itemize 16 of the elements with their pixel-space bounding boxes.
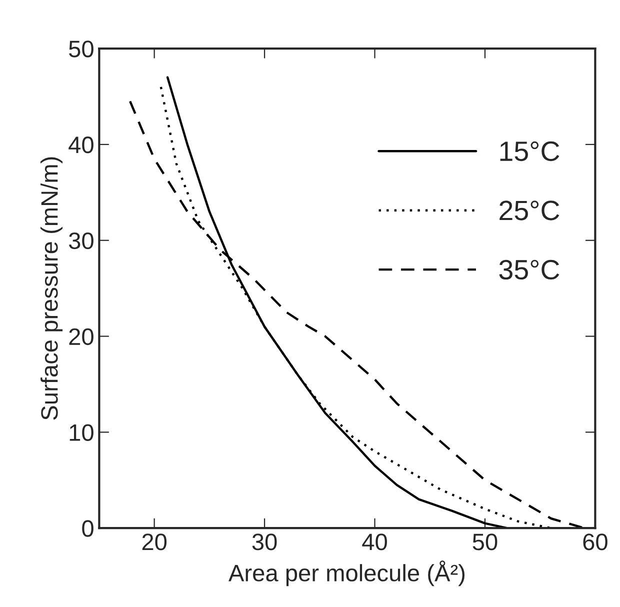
y-tick-label: 10 — [70, 424, 94, 441]
y-tick-label: 0 — [82, 520, 94, 537]
x-tick-label: 60 — [583, 534, 608, 550]
legend-label: 35°C — [499, 260, 560, 280]
y-tick-label: 50 — [69, 40, 94, 58]
y-axis-title: Surface pressure (mN/m) — [40, 157, 63, 420]
y-tick-label: 40 — [68, 136, 94, 154]
legend-label: 25°C — [500, 200, 560, 220]
x-tick-label: 30 — [252, 534, 277, 550]
x-tick-label: 20 — [142, 534, 167, 550]
y-tick-label: 30 — [68, 232, 94, 250]
x-tick-label: 50 — [472, 534, 498, 550]
y-tick-label: 20 — [69, 328, 94, 346]
x-axis-title: Area per molecule (Å²) — [228, 560, 464, 586]
legend-label: 15°C — [500, 141, 560, 162]
x-tick-label: 40 — [362, 534, 387, 550]
